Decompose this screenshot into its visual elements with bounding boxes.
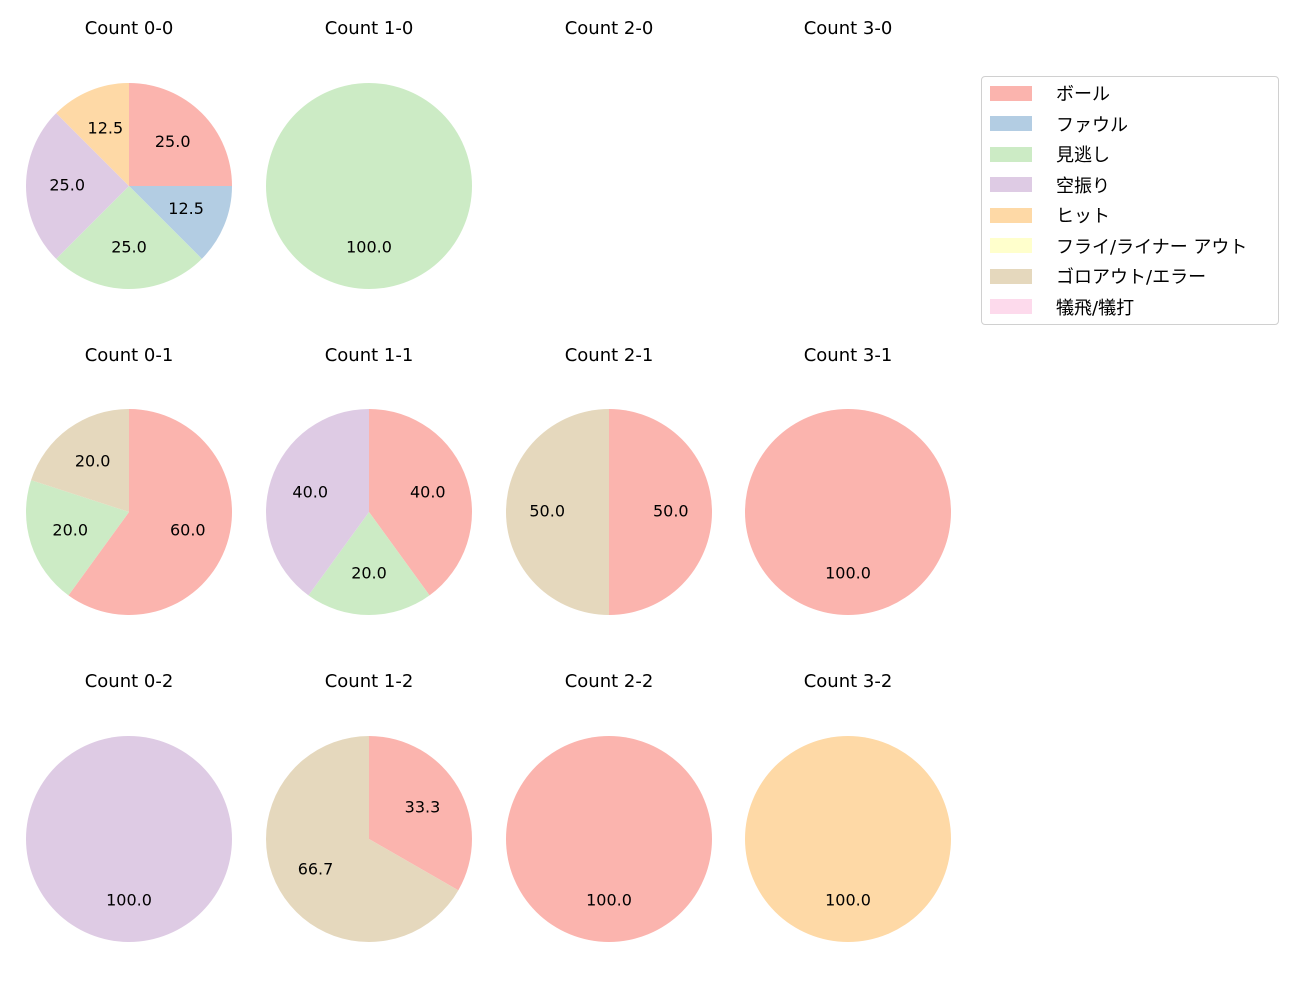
slice-percent-label: 66.7 xyxy=(298,859,334,878)
slice-percent-label: 40.0 xyxy=(410,482,446,501)
legend-item: ファウル xyxy=(990,112,1128,136)
pie-slice xyxy=(609,409,712,615)
pie-title: Count 1-2 xyxy=(325,671,414,692)
pie-slice xyxy=(129,186,232,259)
slice-percent-label: 100.0 xyxy=(586,890,632,909)
pie-count-2-0: Count 2-0 xyxy=(565,18,654,39)
slice-percent-label: 60.0 xyxy=(170,521,206,540)
pie-count-1-2: Count 1-2 33.3 66.7 xyxy=(266,671,472,943)
legend-item: 空振り xyxy=(990,173,1110,197)
pie-title: Count 0-2 xyxy=(85,671,174,692)
legend-swatch xyxy=(990,146,1032,162)
slice-percent-label: 50.0 xyxy=(529,502,565,521)
slice-percent-label: 100.0 xyxy=(825,563,871,582)
legend-swatch xyxy=(990,299,1032,314)
pie-count-1-1: Count 1-1 40.0 20.0 40.0 xyxy=(266,345,472,615)
slice-percent-label: 12.5 xyxy=(88,118,124,137)
pie-count-3-2: Count 3-2 100.0 xyxy=(745,671,951,942)
pie-slice xyxy=(308,512,430,615)
slice-percent-label: 100.0 xyxy=(106,890,152,909)
legend-label: ファウル xyxy=(1056,114,1128,136)
pie-count-1-0: Count 1-0 100.0 xyxy=(266,18,472,289)
pie-slice xyxy=(129,83,232,186)
pie-slice xyxy=(745,409,951,615)
slice-percent-label: 33.3 xyxy=(405,798,441,817)
pie-title: Count 3-0 xyxy=(804,18,893,39)
pie-count-2-1: Count 2-1 50.0 50.0 xyxy=(506,345,712,615)
legend-label: 見逃し xyxy=(1056,145,1110,166)
pie-title: Count 2-2 xyxy=(565,671,654,692)
legend-item: 見逃し xyxy=(990,142,1110,166)
legend-swatch xyxy=(990,238,1032,253)
legend-swatch xyxy=(990,268,1032,284)
legend-item: フライ/ライナー アウト xyxy=(990,234,1247,258)
pie-slice xyxy=(506,736,712,942)
legend-label: ボール xyxy=(1056,84,1110,105)
pie-title: Count 0-0 xyxy=(85,18,174,39)
slice-percent-label: 100.0 xyxy=(346,237,392,256)
pie-title: Count 2-0 xyxy=(565,18,654,39)
pie-count-0-0: Count 0-0 25.0 12.5 25.0 25.0 12.5 xyxy=(26,18,232,289)
legend-swatch xyxy=(990,85,1032,101)
pie-slice xyxy=(266,409,369,596)
slice-percent-label: 25.0 xyxy=(155,132,191,151)
pie-slice xyxy=(68,409,233,616)
legend-label: フライ/ライナー アウト xyxy=(1056,236,1248,258)
pie-title: Count 1-0 xyxy=(325,18,414,39)
legend-label: 犠飛/犠打 xyxy=(1056,297,1135,319)
legend-item: ゴロアウト/エラー xyxy=(990,264,1206,288)
pie-slice xyxy=(26,736,232,942)
pie-count-3-0: Count 3-0 xyxy=(804,18,893,39)
pie-count-0-1: Count 0-1 60.0 20.0 20.0 xyxy=(26,345,233,616)
slice-percent-label: 25.0 xyxy=(111,237,147,256)
legend-item: ヒット xyxy=(990,203,1110,227)
pie-count-3-1: Count 3-1 100.0 xyxy=(745,345,951,615)
legend: ボールファウル見逃し空振りヒットフライ/ライナー アウト ゴロアウト/エラー 犠飛/… xyxy=(981,76,1279,325)
legend-label: ヒット xyxy=(1056,206,1110,227)
pie-title: Count 1-1 xyxy=(325,345,414,366)
pie-slice xyxy=(745,736,951,942)
pie-slice xyxy=(369,736,472,891)
pie-title: Count 3-1 xyxy=(804,345,893,366)
pie-title: Count 3-2 xyxy=(804,671,893,692)
pie-slice xyxy=(56,186,202,289)
legend-swatch xyxy=(990,207,1032,223)
slice-percent-label: 50.0 xyxy=(653,502,689,521)
legend-swatch xyxy=(990,177,1032,192)
slice-percent-label: 20.0 xyxy=(75,452,111,471)
legend-swatch xyxy=(990,116,1032,131)
pie-count-0-2: Count 0-2 100.0 xyxy=(26,671,232,942)
slice-percent-label: 40.0 xyxy=(292,482,328,501)
legend-label: 空振り xyxy=(1056,175,1110,197)
slice-percent-label: 20.0 xyxy=(52,521,88,540)
slice-percent-label: 100.0 xyxy=(825,890,871,909)
legend-label: ゴロアウト/エラー xyxy=(1056,267,1207,288)
pie-slice xyxy=(266,736,459,943)
pie-count-2-2: Count 2-2 100.0 xyxy=(506,671,712,942)
slice-percent-label: 25.0 xyxy=(49,176,85,195)
pie-slice xyxy=(31,409,129,512)
pie-title: Count 2-1 xyxy=(565,345,654,366)
pie-slice xyxy=(26,113,130,259)
pie-slice xyxy=(56,83,130,186)
pie-slice xyxy=(369,409,472,596)
pie-slice xyxy=(26,480,129,596)
pie-slice xyxy=(506,409,609,615)
legend-item: ボール xyxy=(990,81,1110,105)
legend-item: 犠飛/犠打 xyxy=(990,295,1134,319)
slice-percent-label: 20.0 xyxy=(351,563,387,582)
pie-title: Count 0-1 xyxy=(85,345,174,366)
pie-slice xyxy=(266,83,472,289)
slice-percent-label: 12.5 xyxy=(168,199,204,218)
